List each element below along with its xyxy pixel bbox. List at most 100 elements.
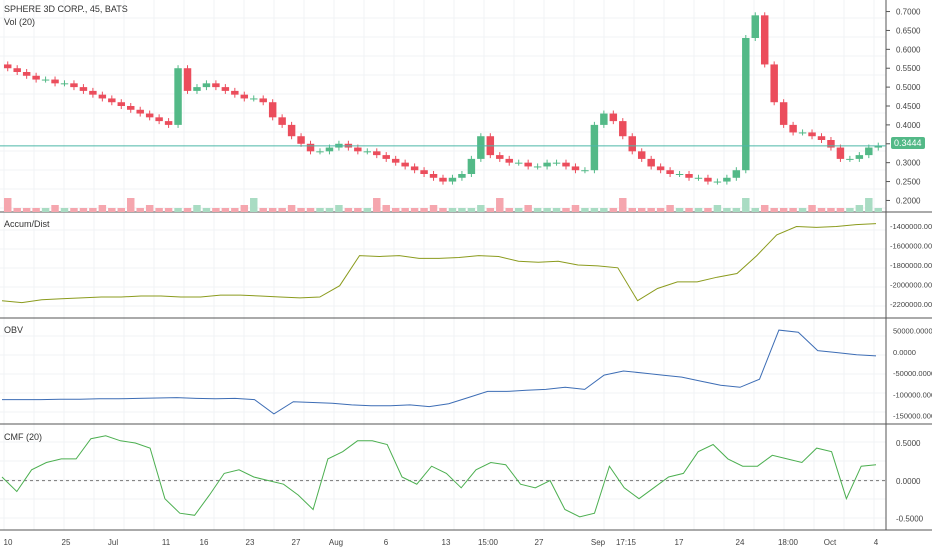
volume-bar (581, 208, 589, 212)
volume-bar (41, 208, 50, 212)
candle-body (429, 174, 438, 178)
volume-bar (865, 198, 873, 212)
price-tick-label: 0.2000 (896, 196, 921, 205)
candle-body (22, 72, 31, 76)
candle-body (60, 83, 69, 85)
candle-body (250, 98, 258, 100)
volume-bar (221, 208, 230, 212)
x-axis-label: 10 (4, 538, 13, 547)
candle-body (505, 158, 513, 163)
volume-bar (155, 208, 163, 212)
candle-body (742, 38, 750, 171)
candle-body (316, 151, 324, 153)
volume-bar (212, 208, 220, 212)
price-tick-label: 0.4000 (896, 121, 921, 130)
volume-bar (268, 208, 277, 212)
candle-body (117, 102, 126, 106)
volume-bar (666, 205, 674, 212)
volume-bar (628, 208, 636, 212)
volume-bar (429, 205, 438, 212)
x-axis-label: Oct (824, 538, 837, 547)
x-axis-label: Sep (591, 538, 606, 547)
volume-bar (855, 205, 864, 212)
candle-body (808, 132, 816, 137)
obv-tick-label: 0.0000 (893, 348, 916, 357)
candle-body (723, 177, 731, 182)
volume-bar (836, 208, 845, 212)
accum-tick-label: -2000000.0000 (890, 281, 932, 290)
volume-bar (391, 208, 400, 212)
candle-body (817, 136, 826, 140)
x-axis-label: 23 (246, 538, 255, 547)
price-tick-label: 0.2500 (896, 178, 921, 187)
current-price-tag: 0.3444 (891, 137, 925, 149)
candle-body (13, 68, 21, 72)
volume-bar (827, 208, 835, 212)
volume-bar (713, 205, 722, 212)
volume-bar (770, 208, 778, 212)
volume-bar (127, 198, 135, 212)
volume-bar (647, 208, 655, 212)
volume-bar (817, 208, 826, 212)
candle-body (448, 177, 457, 182)
cmf-tick-label: -0.5000 (896, 514, 924, 523)
candle-body (240, 94, 249, 99)
candle-body (477, 136, 485, 159)
x-axis-label: 17 (675, 538, 684, 547)
volume-bar (533, 208, 542, 212)
candle-body (609, 113, 618, 122)
obv-label: OBV (4, 325, 24, 335)
candle-body (760, 15, 769, 65)
volume-bar (231, 208, 239, 212)
candle-body (552, 162, 561, 164)
candle-body (287, 124, 296, 137)
cmf-tick-label: 0.5000 (896, 439, 921, 448)
candle-body (363, 151, 372, 153)
volume-bar (789, 208, 797, 212)
candle-body (496, 155, 504, 159)
price-tick-label: 0.6500 (896, 26, 921, 35)
volume-bar (439, 208, 447, 212)
x-axis-label: 18:00 (778, 538, 799, 547)
volume-label: Vol (20) (4, 17, 36, 27)
volume-bar (552, 208, 561, 212)
candle-body (51, 79, 59, 84)
candle-body (789, 124, 797, 133)
volume-bar (183, 208, 192, 212)
accum-tick-label: -2200000.0000 (890, 300, 932, 309)
x-axis-label: 6 (384, 538, 389, 547)
candle-body (89, 90, 97, 95)
volume-bar (571, 205, 580, 212)
candle-body (637, 151, 646, 159)
volume-bar (240, 205, 249, 212)
candle-body (590, 124, 599, 171)
volume-bar (808, 205, 816, 212)
price-tick-label: 0.5500 (896, 64, 921, 73)
volume-bar (60, 208, 69, 212)
candle-body (656, 166, 665, 171)
volume-bar (117, 208, 126, 212)
volume-bar (685, 208, 693, 212)
x-axis-label: 24 (736, 538, 745, 547)
volume-bar (760, 205, 769, 212)
candle-body (155, 117, 163, 122)
candle-body (543, 162, 551, 167)
candle-body (297, 136, 305, 144)
candle-body (855, 155, 864, 159)
volume-bar (325, 208, 334, 212)
candle-body (751, 15, 759, 39)
candle-body (164, 121, 173, 125)
accum-tick-label: -1800000.0000 (890, 261, 932, 270)
candle-body (70, 83, 78, 88)
volume-bar (164, 208, 173, 212)
volume-bar (467, 208, 476, 212)
x-axis-label: 17:15 (616, 538, 637, 547)
accum-tick-label: -1400000.0000 (890, 222, 932, 231)
volume-bar (637, 208, 646, 212)
volume-bar (335, 205, 343, 212)
price-tick-label: 0.7000 (896, 8, 921, 17)
obv-tick-label: -150000.0000 (893, 412, 932, 421)
candle-body (647, 158, 655, 167)
cmf-label: CMF (20) (4, 432, 42, 442)
